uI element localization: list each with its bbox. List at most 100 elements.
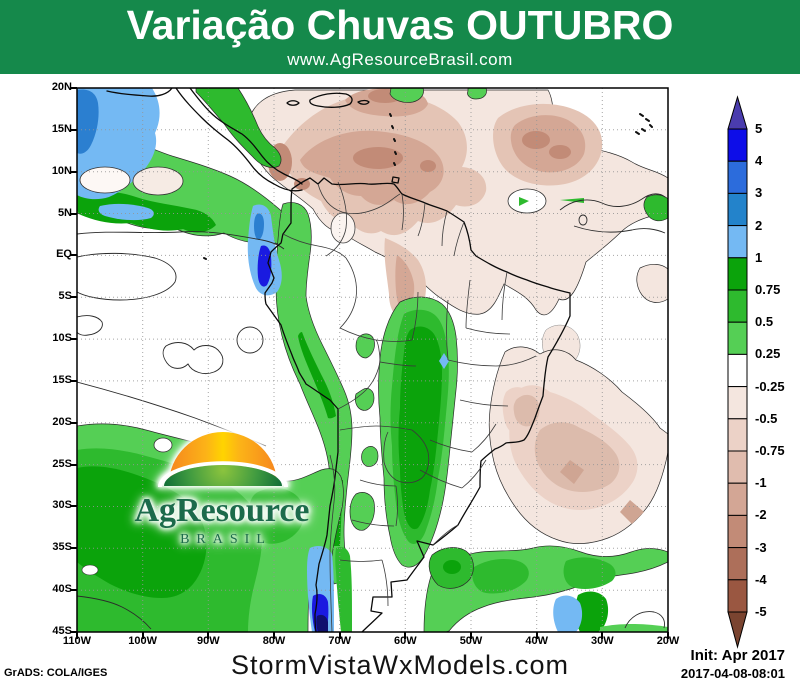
lat-tick <box>70 212 77 215</box>
lon-label: 20W <box>656 635 680 647</box>
lon-label: 40W <box>525 635 548 647</box>
lat-label: 30S <box>52 499 72 512</box>
lon-label: 90W <box>197 635 220 647</box>
colorbar: 5 4 3 2 1 0.75 0.5 0.25 -0.25 -0.5 -0.75 -1 -2 -3 -4 -5 <box>705 85 800 665</box>
lat-label: 40S <box>52 583 72 596</box>
colorbar-level-label: 1 <box>755 249 763 265</box>
lat-label: 25S <box>52 457 72 470</box>
colorbar-level-label: 4 <box>755 153 763 169</box>
lat-label: 15N <box>51 122 72 135</box>
colorbar-level-label: -4 <box>755 571 767 587</box>
page-title: Variação Chuvas OUTUBRO <box>126 2 674 48</box>
lon-label: 50W <box>459 635 483 647</box>
colorbar-level-label: 3 <box>755 185 763 201</box>
website-url: www.AgResourceBrasil.com <box>287 50 513 69</box>
colorbar-segment <box>727 192 748 227</box>
lon-tick <box>404 632 407 639</box>
agresource-logo: AgResource BRASIL <box>135 432 310 547</box>
lon-tick <box>207 632 210 639</box>
logo-gap-arc <box>158 461 288 488</box>
lon-label: 100W <box>128 635 158 647</box>
lon-tick <box>338 632 341 639</box>
colorbar-bottom-arrow <box>727 611 748 649</box>
colorbar-level-label: 0.25 <box>755 346 781 362</box>
lon-tick <box>76 632 78 639</box>
lon-tick <box>141 632 144 639</box>
colorbar-level-label: -3 <box>755 539 767 555</box>
lat-label: 5N <box>57 206 72 219</box>
colorbar-level-label: -0.25 <box>755 378 785 394</box>
lon-label: 110W <box>62 635 92 647</box>
init-date: Init: Apr 2017 <box>690 647 785 664</box>
colorbar-segment <box>727 547 748 581</box>
lat-tick <box>70 87 77 89</box>
source-site: StormVistaWxModels.com <box>230 650 570 680</box>
colorbar-level-label: -0.5 <box>755 410 778 426</box>
colorbar-segment <box>727 160 748 194</box>
lat-tick <box>70 463 77 466</box>
grads-credit: GrADS: COLA/IGES <box>4 667 108 679</box>
init-timestamp: 2017-04-08-08:01 <box>680 666 785 681</box>
logo-field-arc <box>164 465 282 486</box>
lat-label: EQ <box>56 248 72 261</box>
colorbar-level-label: -5 <box>755 604 767 619</box>
colorbar-level-label: 0.75 <box>755 282 781 297</box>
lat-tick <box>70 254 77 257</box>
lon-tick <box>535 632 538 639</box>
colorbar-level-label: -0.75 <box>755 443 785 458</box>
colorbar-segment <box>727 257 748 291</box>
map-frame <box>76 87 669 633</box>
colorbar-segment <box>727 514 748 549</box>
lat-label: 5S <box>58 290 72 303</box>
colorbar-segment <box>727 128 748 162</box>
lon-tick <box>470 632 472 639</box>
lat-label: 45S <box>52 624 72 637</box>
lon-label: 30W <box>591 635 614 647</box>
lon-tick <box>601 632 604 639</box>
colorbar-top-arrow <box>727 95 748 130</box>
lon-label: 70W <box>328 635 351 647</box>
lat-tick <box>70 589 77 592</box>
lat-label: 35S <box>52 541 72 554</box>
lat-label: 15S <box>52 373 72 386</box>
colorbar-segment <box>727 450 748 484</box>
title-banner: Variação Chuvas OUTUBRO www.AgResourceBr… <box>0 0 800 74</box>
country-borders <box>282 181 537 632</box>
lat-label: 20S <box>52 415 72 428</box>
lon-tick <box>273 632 275 639</box>
lon-label: 80W <box>262 635 286 647</box>
lat-tick <box>70 379 77 382</box>
logo-brand-text: AgResource <box>135 492 310 529</box>
lat-label: 20N <box>51 81 72 93</box>
colorbar-level-label: 0.5 <box>755 314 774 330</box>
dry-anomaly-shading <box>246 88 668 544</box>
colorbar-segment <box>727 225 748 259</box>
colorbar-segment <box>727 418 748 452</box>
lat-tick <box>70 170 77 173</box>
lat-tick <box>70 505 77 508</box>
colorbar-segment <box>727 353 748 388</box>
lat-tick <box>70 296 77 299</box>
colorbar-level-label: 5 <box>755 121 763 136</box>
colorbar-segment <box>727 579 748 613</box>
lat-tick <box>70 338 77 341</box>
colorbar-segment <box>727 321 748 355</box>
lon-label: 60W <box>394 635 417 647</box>
colorbar-level-label: -2 <box>755 507 767 523</box>
lat-tick <box>70 547 77 550</box>
lat-tick <box>70 630 77 633</box>
colorbar-segment <box>727 386 748 420</box>
colorbar-segment <box>727 289 748 323</box>
logo-country-text: BRASIL <box>180 532 272 547</box>
lon-tick <box>667 632 669 639</box>
lat-label: 10S <box>52 332 72 345</box>
lat-label: 10N <box>51 164 72 177</box>
lat-tick <box>70 421 77 424</box>
colorbar-scale <box>727 95 748 649</box>
lat-tick <box>70 128 77 131</box>
colorbar-level-label: -1 <box>755 475 767 491</box>
colorbar-level-label: 2 <box>755 217 763 233</box>
colorbar-segment <box>727 482 748 516</box>
